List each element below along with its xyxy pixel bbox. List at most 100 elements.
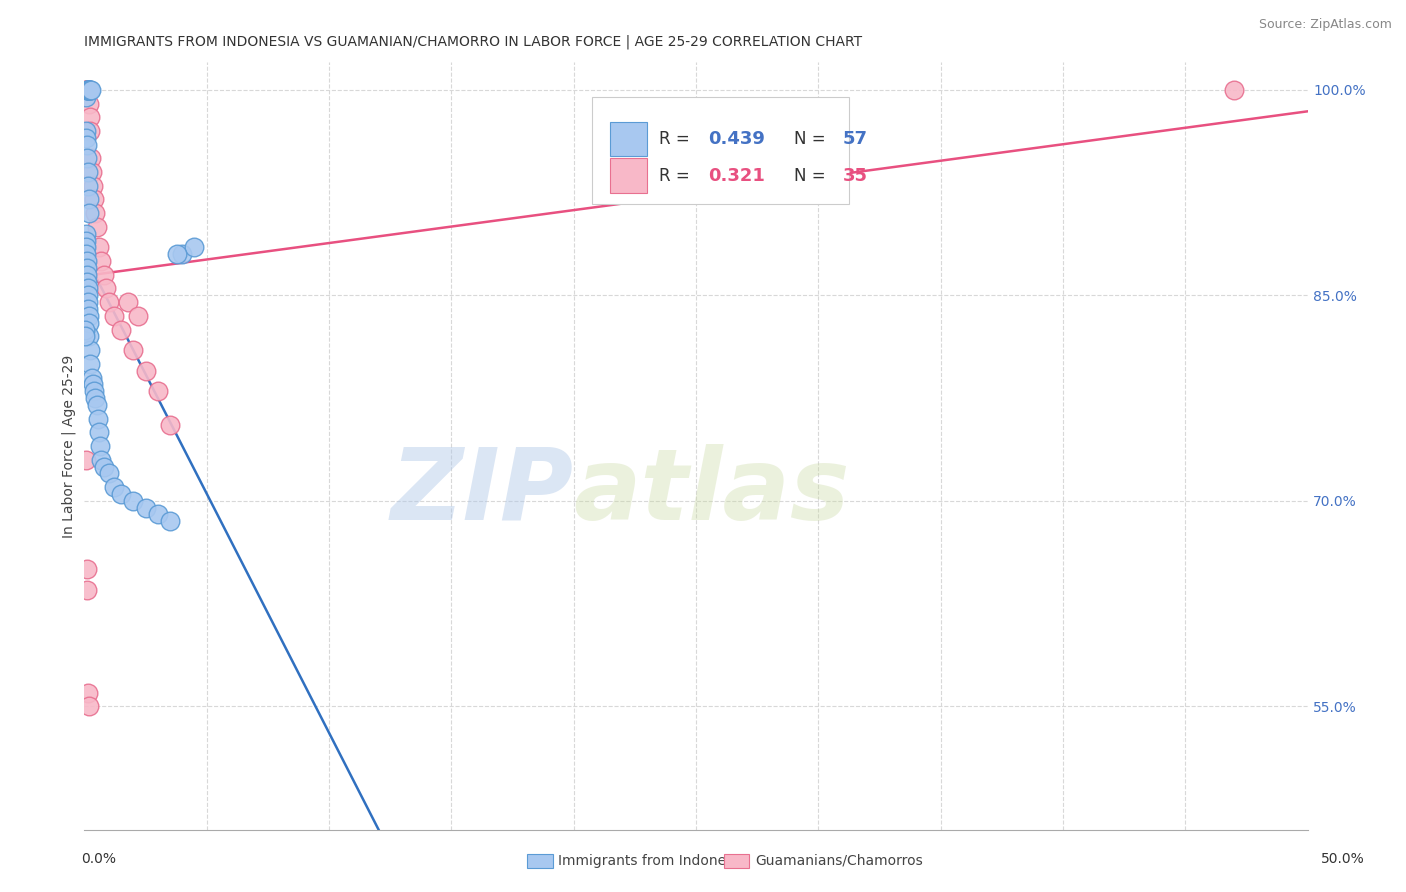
Point [76,260,98,275]
Point [77,295,100,310]
Text: 35: 35 [842,167,868,185]
Point [76,254,98,268]
Point [80,370,103,384]
Point [79,357,101,371]
Point [76,83,98,97]
Point [135,364,157,378]
Point [1223,83,1246,97]
Text: 0.0%: 0.0% [82,853,115,866]
Text: atlas: atlas [574,443,851,541]
Y-axis label: In Labor Force | Age 25-29: In Labor Force | Age 25-29 [62,354,76,538]
Point [75,247,97,261]
Point [82,178,104,193]
Point [84,391,107,405]
Point [75,83,97,97]
Point [76,165,98,179]
Point [77,178,100,193]
Point [90,452,112,467]
Point [76,83,98,97]
Point [76,288,98,302]
Text: 57: 57 [842,129,868,148]
Point [77,83,100,97]
Point [93,459,115,474]
Point [117,295,139,310]
Point [84,206,107,220]
Point [80,165,103,179]
Point [87,425,110,440]
Text: Source: ZipAtlas.com: Source: ZipAtlas.com [1258,18,1392,31]
Point [77,83,100,97]
Point [159,514,181,528]
Point [159,418,181,433]
Point [110,487,132,501]
Point [103,309,125,323]
Point [87,240,110,254]
Point [75,130,97,145]
Point [77,329,100,343]
Point [79,83,101,97]
Text: R =: R = [659,129,696,148]
Text: 50.0%: 50.0% [1320,853,1365,866]
Point [89,439,111,453]
Point [76,137,98,152]
Point [77,83,100,97]
Point [80,151,103,165]
Text: 0.439: 0.439 [709,129,765,148]
Point [76,281,98,295]
Point [79,343,101,357]
Point [77,685,100,699]
Point [77,206,100,220]
Point [97,467,120,481]
Point [82,377,104,392]
Point [90,254,112,268]
Point [83,193,105,207]
Point [75,234,97,248]
Point [77,83,100,97]
Point [83,384,105,399]
Point [76,562,98,576]
Point [76,83,98,97]
Point [97,295,120,310]
FancyBboxPatch shape [610,158,647,193]
Point [79,83,101,97]
Point [76,275,98,289]
Point [86,398,108,412]
Point [75,124,97,138]
Text: R =: R = [659,167,696,185]
Point [77,316,100,330]
Point [103,480,125,494]
Text: Immigrants from Indonesia: Immigrants from Indonesia [558,854,747,868]
Point [79,124,101,138]
Point [122,343,145,357]
Point [77,193,100,207]
Point [76,268,98,282]
Point [87,411,110,425]
Text: IMMIGRANTS FROM INDONESIA VS GUAMANIAN/CHAMORRO IN LABOR FORCE | AGE 25-29 CORRE: IMMIGRANTS FROM INDONESIA VS GUAMANIAN/C… [84,35,862,49]
Point [86,219,108,234]
Point [79,110,101,124]
Point [77,83,100,97]
Text: ZIP: ZIP [391,443,574,541]
Point [183,240,205,254]
Point [77,301,100,316]
Point [75,227,97,241]
Point [93,268,115,282]
FancyBboxPatch shape [592,97,849,204]
Point [75,322,97,336]
FancyBboxPatch shape [610,121,647,156]
Text: 0.321: 0.321 [709,167,765,185]
Text: N =: N = [794,129,831,148]
Point [77,96,100,111]
Point [76,83,98,97]
Point [76,83,98,97]
Point [146,384,169,399]
Point [110,322,132,336]
Point [146,508,169,522]
Point [75,89,97,103]
Point [76,151,98,165]
Point [135,500,157,515]
Point [77,309,100,323]
Point [80,83,103,97]
Point [77,83,100,97]
Point [172,247,194,261]
